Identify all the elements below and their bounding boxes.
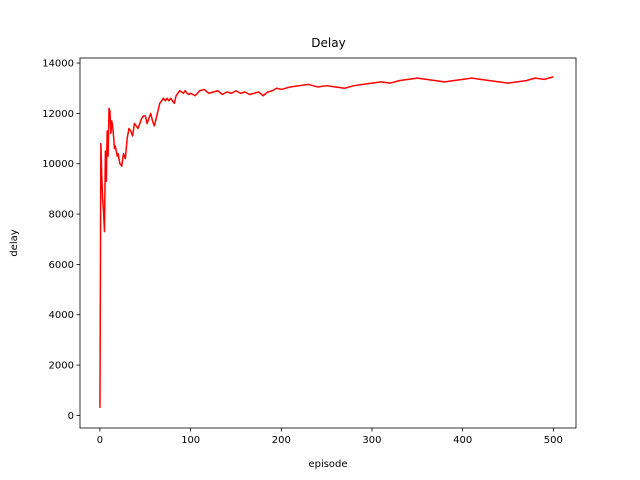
x-tick-label: 0	[97, 435, 103, 446]
x-axis: 0 100 200 300 400 500	[97, 428, 563, 446]
y-tick-label: 0	[68, 411, 74, 422]
y-tick-label: 8000	[49, 210, 74, 221]
x-tick-label: 200	[272, 435, 291, 446]
y-tick-label: 4000	[49, 310, 74, 321]
y-tick-label: 10000	[42, 159, 74, 170]
plot-area	[99, 76, 554, 408]
y-tick-label: 2000	[49, 361, 74, 372]
x-tick-label: 100	[181, 435, 200, 446]
x-tick-label: 400	[453, 435, 472, 446]
plot-frame	[79, 57, 577, 429]
x-tick-label: 300	[362, 435, 381, 446]
y-tick-label: 12000	[42, 109, 74, 120]
series-line-delay	[99, 76, 554, 408]
x-axis-label: episode	[308, 459, 347, 470]
y-tick-label: 14000	[42, 59, 74, 70]
y-tick-label: 6000	[49, 260, 74, 271]
y-axis-label: delay	[9, 229, 20, 256]
x-tick-label: 500	[544, 435, 563, 446]
y-axis: 0 2000 4000 6000 8000 10000 12000 14000	[42, 59, 80, 422]
chart-title: Delay	[311, 36, 345, 50]
